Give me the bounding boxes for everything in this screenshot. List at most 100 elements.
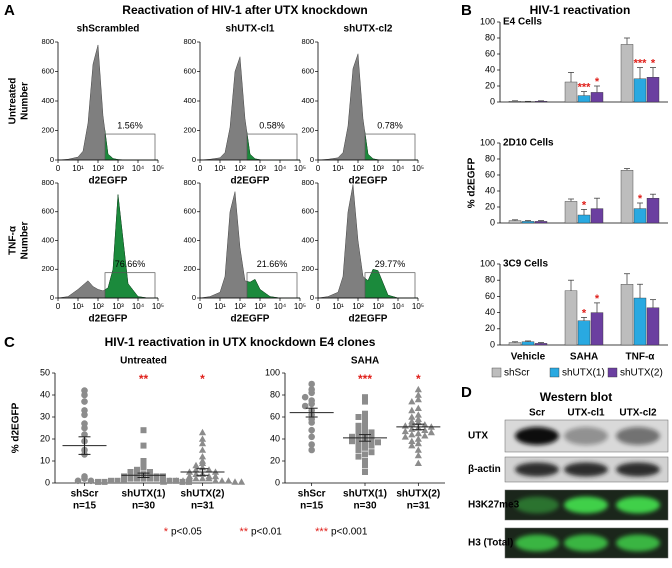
blot-band	[564, 462, 608, 477]
legend-swatch	[491, 367, 502, 378]
x-tick-label: 10³	[112, 164, 124, 173]
x-tick-label: 10²	[352, 302, 364, 311]
x-tick-label: 0	[316, 302, 321, 311]
legend-swatch	[549, 367, 560, 378]
dot	[355, 422, 362, 429]
chart-subtitle: E4 Cells	[503, 17, 542, 28]
dot	[147, 471, 153, 478]
gate-label: 21.66%	[257, 259, 288, 269]
histogram	[57, 194, 158, 299]
bar	[620, 284, 634, 346]
y-tick-label: 200	[301, 264, 314, 273]
histogram-gated	[105, 194, 158, 299]
gate-label: 76.66%	[115, 259, 146, 269]
dot	[192, 475, 200, 482]
bar	[564, 81, 578, 103]
chart-subtitle: SAHA	[351, 356, 379, 367]
dot	[198, 459, 207, 466]
bar	[508, 342, 522, 346]
dot	[408, 420, 416, 427]
dot	[414, 429, 422, 437]
x-tick-label: shUTX(1)	[122, 489, 166, 500]
y-tick-label: 20	[485, 80, 495, 90]
y-tick-label: 60	[270, 411, 280, 421]
dot	[160, 473, 166, 480]
dot	[81, 411, 88, 419]
dot	[355, 414, 362, 420]
dot	[198, 428, 207, 436]
dot	[121, 477, 127, 484]
dot	[301, 393, 309, 401]
significance-stars: *	[595, 293, 600, 305]
dot	[134, 475, 140, 482]
dot	[362, 398, 368, 405]
dot	[362, 394, 368, 401]
significance-stars: ***	[634, 58, 648, 70]
bar	[521, 341, 535, 346]
dot	[408, 413, 416, 420]
dot	[368, 432, 375, 439]
x-tick-label: 10⁴	[132, 302, 145, 311]
significance-stars: *	[200, 372, 205, 386]
y-axis-label: % d2EGFP	[467, 157, 478, 208]
x-tick-label: 0	[56, 164, 61, 173]
y-tick-label: 0	[192, 293, 196, 302]
group-n: n=31	[407, 501, 431, 512]
histogram	[317, 53, 418, 161]
bar	[646, 197, 660, 224]
dot	[186, 478, 192, 485]
x-tick-label: Vehicle	[511, 352, 546, 363]
bar	[590, 312, 604, 346]
group-n: n=30	[353, 501, 377, 512]
dot	[414, 385, 422, 393]
dot	[408, 425, 416, 432]
significance-stars: *	[582, 199, 587, 211]
dot	[401, 433, 409, 440]
significance-key-label: p<0.001	[331, 527, 368, 538]
bar	[534, 100, 548, 103]
dot	[134, 466, 140, 473]
dot	[140, 427, 147, 434]
dot	[301, 402, 309, 410]
y-tick-label: 200	[301, 125, 314, 134]
y-tick-label: 100	[480, 16, 495, 26]
x-tick-label: 10¹	[332, 302, 344, 311]
histogram-gated	[105, 129, 158, 161]
bar	[590, 92, 604, 103]
blot-row-label: β-actin	[468, 464, 501, 475]
y-tick-label: 400	[301, 96, 314, 105]
bar	[590, 208, 604, 224]
dot	[231, 478, 239, 485]
dot	[147, 475, 153, 482]
dot	[362, 430, 368, 437]
dot	[121, 473, 127, 480]
x-tick-label: 10⁴	[132, 164, 145, 173]
chart-subtitle: 3C9 Cells	[503, 259, 548, 270]
y-tick-label: 800	[183, 37, 196, 46]
blot-band	[616, 427, 660, 445]
dot	[355, 427, 362, 434]
x-axis-label: d2EGFP	[349, 176, 388, 187]
y-tick-label: 10	[40, 455, 50, 465]
dot	[308, 419, 315, 426]
x-tick-label: 10⁵	[152, 164, 164, 173]
dot	[362, 425, 368, 431]
y-tick-label: 0	[310, 155, 314, 164]
x-axis-label: d2EGFP	[349, 314, 388, 325]
dot	[368, 437, 375, 444]
blot-band	[515, 496, 559, 514]
row-label: Untreated	[8, 78, 19, 125]
dot	[159, 478, 168, 485]
bar	[577, 214, 591, 224]
dot	[127, 475, 134, 482]
dot	[211, 477, 220, 484]
y-tick-label: 800	[301, 37, 314, 46]
x-axis-label: d2EGFP	[231, 176, 270, 187]
significance-stars: *	[638, 193, 643, 205]
bar	[521, 221, 535, 224]
y-tick-label: 100	[480, 258, 495, 268]
significance-stars: **	[139, 372, 149, 386]
x-tick-label: shScr	[71, 489, 99, 500]
panel-letter: C	[4, 334, 15, 351]
x-tick-label: 10³	[372, 302, 384, 311]
